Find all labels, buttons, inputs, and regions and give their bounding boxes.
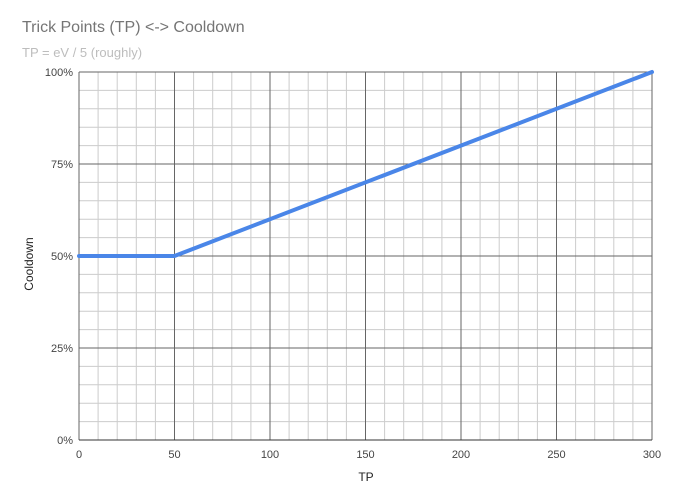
y-axis-label: Cooldown <box>22 237 36 290</box>
y-tick-label: 75% <box>51 159 73 171</box>
chart-subtitle: TP = eV / 5 (roughly) <box>22 45 143 60</box>
x-tick-label: 300 <box>643 449 661 461</box>
x-tick-label: 200 <box>452 449 470 461</box>
chart-title: Trick Points (TP) <-> Cooldown <box>22 19 245 36</box>
x-tick-label: 50 <box>168 449 180 461</box>
x-tick-label: 100 <box>261 449 279 461</box>
x-tick-label: 150 <box>356 449 374 461</box>
y-tick-label: 50% <box>51 251 73 263</box>
x-axis-ticks: 0 50 100 150 200 250 300 <box>76 449 661 461</box>
series-lines <box>77 70 654 258</box>
y-tick-label: 100% <box>45 67 73 79</box>
x-axis-label: TP <box>358 470 373 484</box>
x-tick-label: 250 <box>547 449 565 461</box>
major-gridlines <box>78 71 653 441</box>
x-tick-label: 0 <box>76 449 82 461</box>
y-tick-label: 25% <box>51 343 73 355</box>
series-line <box>77 70 654 258</box>
y-tick-label: 0% <box>57 435 73 447</box>
y-axis-ticks: 0% 25% 50% 75% 100% <box>45 67 73 447</box>
